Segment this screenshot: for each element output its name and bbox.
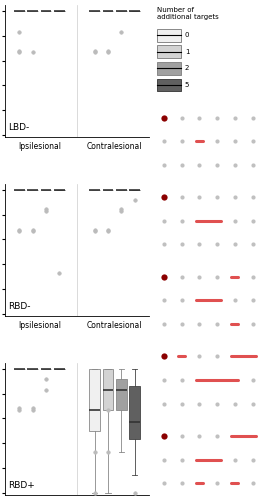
- FancyBboxPatch shape: [157, 78, 181, 92]
- Text: RBD+: RBD+: [8, 480, 35, 490]
- PathPatch shape: [89, 369, 100, 430]
- FancyBboxPatch shape: [157, 62, 181, 75]
- PathPatch shape: [129, 386, 140, 440]
- Text: RBD-: RBD-: [8, 302, 31, 311]
- Text: Number of
additional targets: Number of additional targets: [157, 7, 219, 20]
- Text: 2: 2: [185, 66, 189, 71]
- Text: 5: 5: [185, 82, 189, 88]
- FancyBboxPatch shape: [157, 29, 181, 42]
- Text: LBD-: LBD-: [8, 123, 29, 132]
- PathPatch shape: [116, 378, 127, 410]
- PathPatch shape: [103, 369, 113, 410]
- FancyBboxPatch shape: [157, 46, 181, 59]
- Text: 0: 0: [185, 32, 189, 38]
- Text: 1: 1: [185, 49, 189, 55]
